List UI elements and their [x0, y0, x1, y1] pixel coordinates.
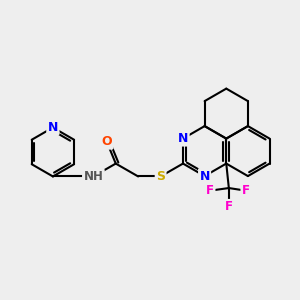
Text: F: F: [206, 184, 214, 197]
Text: F: F: [225, 200, 233, 213]
Text: O: O: [101, 135, 112, 148]
Text: N: N: [48, 121, 58, 134]
Text: N: N: [178, 132, 188, 145]
Text: O: O: [101, 135, 112, 148]
Text: N: N: [200, 169, 210, 183]
Text: S: S: [156, 170, 165, 183]
Text: N: N: [48, 121, 58, 134]
Text: N: N: [200, 169, 210, 183]
Text: NH: NH: [83, 170, 103, 183]
Text: N: N: [178, 132, 188, 145]
Text: NH: NH: [83, 170, 103, 183]
Text: F: F: [242, 184, 250, 197]
Text: S: S: [156, 170, 165, 183]
